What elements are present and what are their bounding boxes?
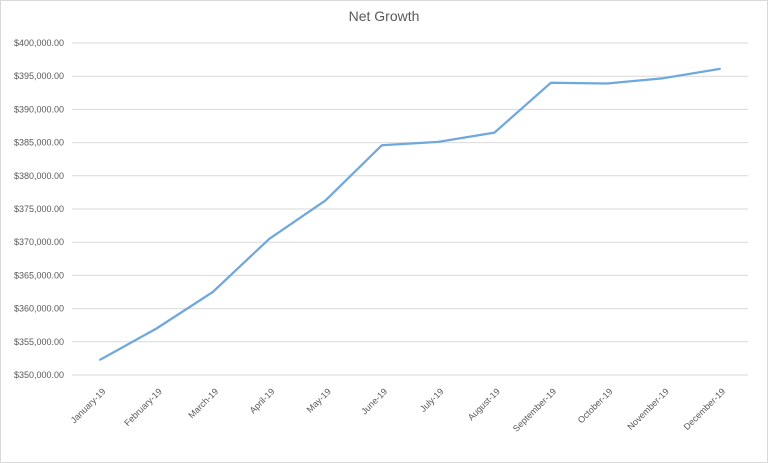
y-tick-label: $380,000.00 xyxy=(14,171,64,181)
x-tick-label: May-19 xyxy=(305,386,333,414)
x-tick-label: February-19 xyxy=(122,386,164,428)
x-tick-label: November-19 xyxy=(625,386,671,432)
x-axis-tick-labels: January-19 February-19 March-19 April-19 May… xyxy=(69,386,728,433)
y-tick-label: $365,000.00 xyxy=(14,270,64,280)
y-tick-label: $375,000.00 xyxy=(14,204,64,214)
chart-title: Net Growth xyxy=(349,8,420,24)
x-tick-label: June-19 xyxy=(359,386,389,416)
y-tick-label: $370,000.00 xyxy=(14,237,64,247)
x-tick-label: January-19 xyxy=(69,386,108,425)
gridlines xyxy=(72,42,748,376)
y-tick-label: $395,000.00 xyxy=(14,71,64,81)
x-tick-label: March-19 xyxy=(186,386,220,420)
y-tick-label: $350,000.00 xyxy=(14,370,64,380)
y-tick-label: $360,000.00 xyxy=(14,304,64,314)
y-tick-label: $355,000.00 xyxy=(14,337,64,347)
y-tick-label: $400,000.00 xyxy=(14,38,64,48)
series-line xyxy=(99,67,721,361)
x-tick-label: April-19 xyxy=(248,386,277,415)
series-layer xyxy=(99,67,721,361)
y-tick-label: $385,000.00 xyxy=(14,138,64,148)
x-tick-label: September-19 xyxy=(511,386,558,433)
y-axis-tick-labels: $350,000.00 $355,000.00 $360,000.00 $365,00… xyxy=(14,38,64,380)
x-tick-label: October-19 xyxy=(576,386,615,425)
y-tick-label: $390,000.00 xyxy=(14,104,64,114)
x-tick-label: December-19 xyxy=(682,386,728,432)
x-tick-label: July-19 xyxy=(418,386,446,414)
x-tick-label: August-19 xyxy=(466,386,502,422)
